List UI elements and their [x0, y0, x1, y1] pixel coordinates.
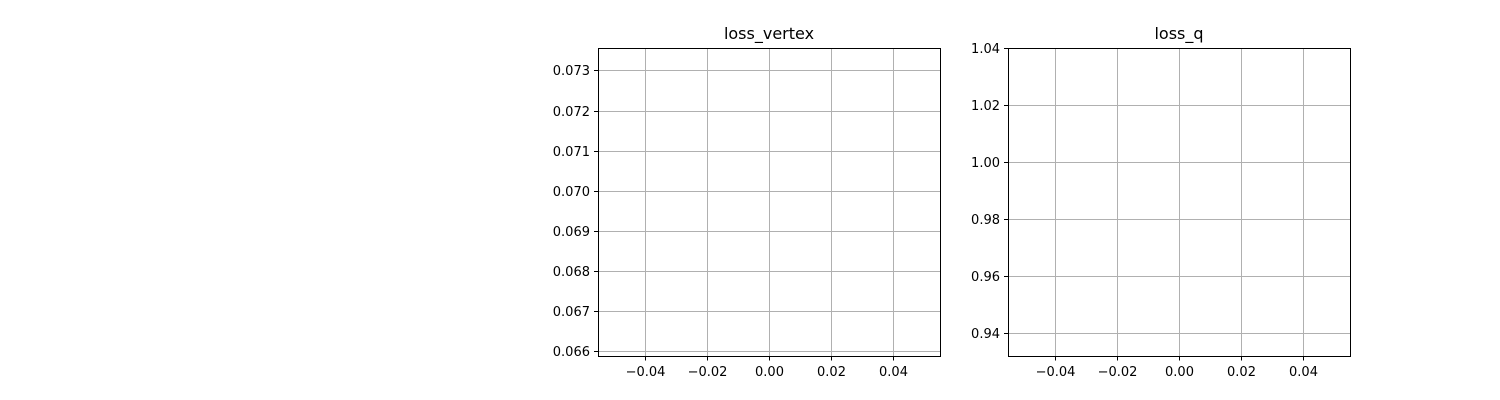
loss-vertex-x-tick-label: 0.04	[879, 365, 908, 380]
loss-vertex-y-tick-label: 0.070	[553, 185, 590, 200]
loss-q-y-tick-label: 0.96	[971, 270, 1000, 285]
loss-q-x-tick-label: −0.02	[1098, 365, 1138, 380]
loss-q-y-tick-label: 1.00	[971, 156, 1000, 171]
loss-vertex-title: loss_vertex	[724, 24, 814, 44]
loss-vertex-x-tick-label: 0.02	[817, 365, 846, 380]
loss-vertex-x-tick-label: −0.02	[688, 365, 728, 380]
loss-q-axes: −0.04 −0.02 0.00 0.02 0.04 0.94 0.96 0.98 1.00 1.…	[971, 24, 1351, 380]
loss-q-y-tick-label: 0.94	[971, 327, 1000, 342]
loss-q-x-tick-label: 0.02	[1227, 365, 1256, 380]
loss-vertex-y-tick-label: 0.072	[553, 105, 590, 120]
loss-vertex-x-tick-label: 0.00	[755, 365, 784, 380]
loss-q-y-tick-label: 1.04	[971, 42, 1000, 57]
loss-q-x-tick-label: 0.04	[1289, 365, 1318, 380]
loss-vertex-y-tick-label: 0.066	[553, 345, 590, 360]
loss-vertex-y-tick-label: 0.071	[553, 145, 590, 160]
loss-vertex-x-tick-label: −0.04	[626, 365, 666, 380]
loss-vertex-y-tick-label: 0.073	[553, 64, 590, 79]
loss-vertex-axes: −0.04 −0.02 0.00 0.02 0.04 0.066 0.067 0.068 0.0…	[553, 24, 941, 380]
loss-q-title: loss_q	[1154, 24, 1203, 44]
loss-vertex-y-tick-label: 0.067	[553, 305, 590, 320]
loss-q-y-tick-label: 1.02	[971, 99, 1000, 114]
loss-q-x-tick-label: 0.00	[1165, 365, 1194, 380]
loss-q-x-tick-label: −0.04	[1036, 365, 1076, 380]
loss-vertex-y-tick-label: 0.068	[553, 265, 590, 280]
loss-vertex-y-tick-label: 0.069	[553, 225, 590, 240]
loss-q-y-tick-label: 0.98	[971, 213, 1000, 228]
